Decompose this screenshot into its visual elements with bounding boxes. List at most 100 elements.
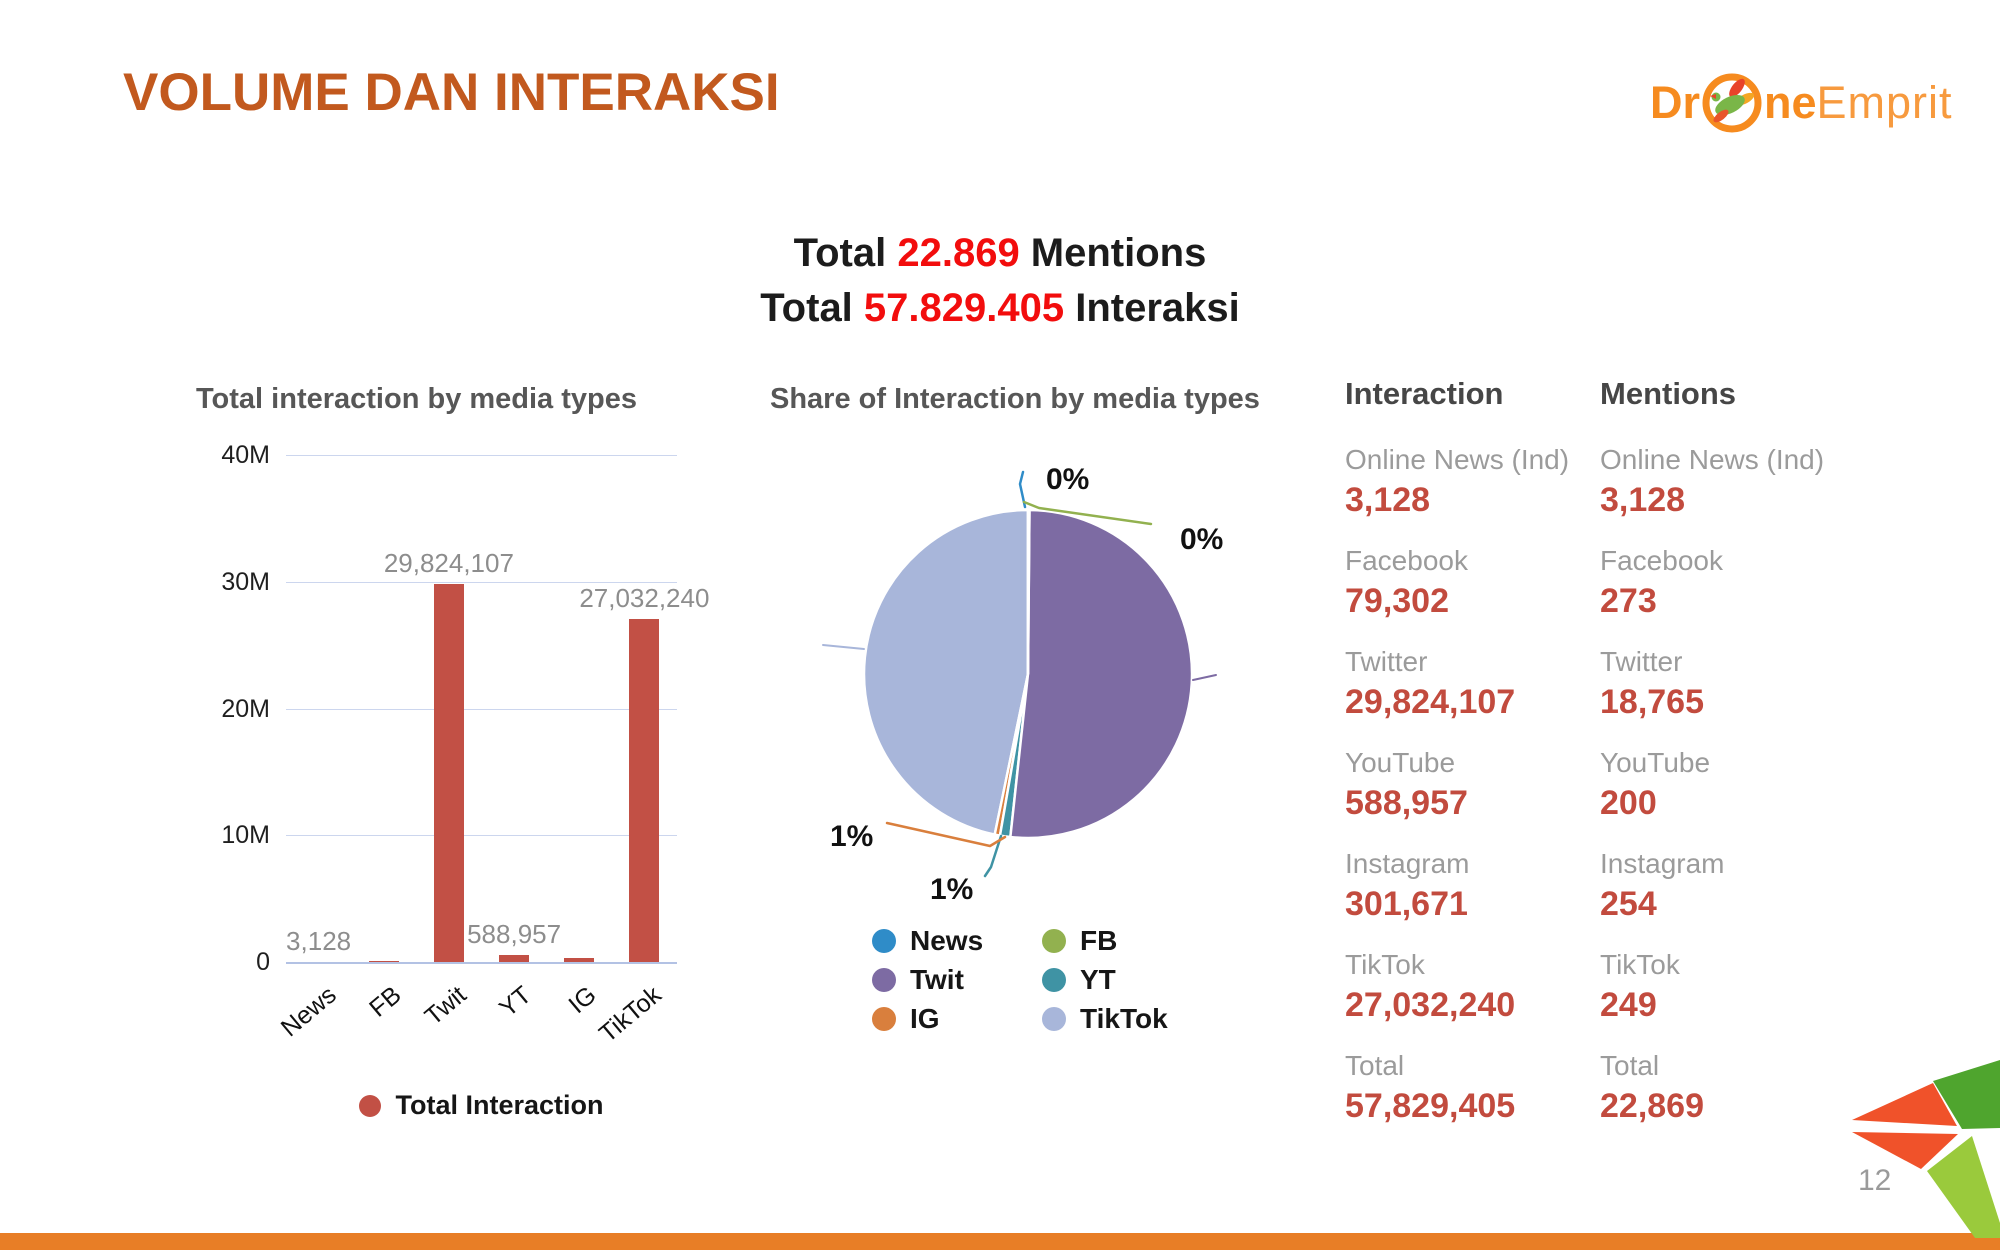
pie-pct-label-yt: 1% bbox=[930, 873, 974, 906]
pie-legend-item-FB: FB bbox=[1042, 925, 1168, 957]
page-number: 12 bbox=[1858, 1164, 1892, 1197]
bar-chart: Total interaction by media types Total I… bbox=[150, 375, 730, 1185]
summary-mentions-value: 22.869 bbox=[897, 231, 1020, 275]
gridline bbox=[286, 708, 677, 710]
leader-line-yt bbox=[983, 834, 1003, 878]
stat-label: YouTube bbox=[1345, 747, 1456, 778]
stat-value: 79,302 bbox=[1345, 582, 1449, 620]
stat-row: Twitter 18,765 bbox=[1600, 644, 1860, 724]
legend-marker bbox=[1042, 1007, 1066, 1031]
bar-chart-legend: Total Interaction bbox=[286, 1090, 677, 1121]
bar-IG bbox=[564, 958, 595, 962]
legend-marker bbox=[1042, 968, 1066, 992]
leader-line-ig bbox=[885, 821, 1007, 848]
y-axis-tick-label: 40M bbox=[221, 441, 270, 469]
logo-text-prefix: Dr bbox=[1650, 77, 1701, 128]
stat-row: Facebook 273 bbox=[1600, 543, 1860, 623]
pie-legend-label: TikTok bbox=[1080, 1003, 1168, 1034]
stat-value: 57,829,405 bbox=[1345, 1087, 1516, 1125]
pie-legend-item-Twit: Twit bbox=[872, 964, 1042, 996]
pie-legend-item-News: News bbox=[872, 925, 1042, 957]
stat-row: Total 57,829,405 bbox=[1345, 1048, 1605, 1128]
stat-row: YouTube 200 bbox=[1600, 745, 1860, 825]
bar-value-label: 27,032,240 bbox=[579, 583, 710, 614]
bar-value-label: 3,128 bbox=[286, 926, 352, 956]
summary-line-interaksi: Total 57.829.405 Interaksi bbox=[500, 281, 1500, 336]
bar-value-label: 588,957 bbox=[467, 918, 562, 949]
legend-marker bbox=[872, 968, 896, 992]
legend-marker bbox=[1042, 929, 1066, 953]
stat-value: 273 bbox=[1600, 582, 1657, 620]
stat-value: 3,128 bbox=[1600, 481, 1686, 519]
gridline bbox=[286, 835, 677, 837]
stat-label: Twitter bbox=[1345, 646, 1428, 677]
stat-row: Online News (Ind) 3,128 bbox=[1345, 442, 1605, 522]
stat-label: Total bbox=[1600, 1050, 1660, 1081]
stat-label: TikTok bbox=[1345, 949, 1425, 980]
stat-row: Total 22,869 bbox=[1600, 1048, 1860, 1128]
bar-legend-label: Total Interaction bbox=[395, 1090, 604, 1120]
stat-label: Instagram bbox=[1600, 848, 1725, 879]
bird-tail bbox=[1713, 109, 1729, 123]
pie-legend-label: FB bbox=[1080, 925, 1118, 956]
bar-value-label: 29,824,107 bbox=[383, 548, 514, 578]
pie-chart: Share of Interaction by media types 0% 0… bbox=[760, 375, 1330, 1095]
stat-row: TikTok 249 bbox=[1600, 947, 1860, 1027]
stat-value: 249 bbox=[1600, 986, 1657, 1024]
leader-line-news bbox=[1018, 470, 1027, 509]
stat-label: Online News (Ind) bbox=[1345, 444, 1570, 475]
legend-marker bbox=[872, 1007, 896, 1031]
pie-legend-item-YT: YT bbox=[1042, 964, 1168, 996]
stat-label: YouTube bbox=[1600, 747, 1711, 778]
bird-beak bbox=[1710, 94, 1717, 99]
pie-legend-label: News bbox=[910, 925, 984, 956]
pie-legend-item-IG: IG bbox=[872, 1003, 1042, 1035]
bar-YT bbox=[499, 954, 530, 962]
y-axis-tick-label: 20M bbox=[221, 694, 270, 723]
legend-marker bbox=[359, 1094, 382, 1117]
interaction-header: Interaction bbox=[1345, 376, 1504, 411]
stat-label: Total bbox=[1345, 1050, 1405, 1081]
summary-prefix: Total bbox=[760, 286, 864, 330]
stat-value: 18,765 bbox=[1600, 683, 1704, 721]
summary-suffix: Interaksi bbox=[1064, 286, 1240, 330]
stat-label: TikTok bbox=[1600, 949, 1680, 980]
stat-label: Facebook bbox=[1345, 545, 1468, 576]
mentions-column: Mentions Online News (Ind) 3,128 Facebook 2… bbox=[1600, 376, 1860, 1149]
gridline bbox=[286, 962, 677, 964]
y-axis-tick-label: 0 bbox=[256, 948, 270, 976]
leader-line-tiktok bbox=[822, 644, 865, 650]
bird-body bbox=[1715, 94, 1745, 116]
summary-totals: Total 22.869 Mentions Total 57.829.405 I… bbox=[500, 226, 1500, 336]
y-axis-tick-label: 10M bbox=[221, 821, 270, 850]
bar-FB bbox=[368, 961, 399, 962]
logo-text-mid: ne bbox=[1764, 77, 1817, 128]
stat-value: 301,671 bbox=[1345, 885, 1468, 923]
stat-row: Twitter 29,824,107 bbox=[1345, 644, 1605, 724]
y-axis-tick-label: 30M bbox=[221, 567, 270, 596]
stat-value: 254 bbox=[1600, 885, 1657, 923]
pie-chart-title: Share of Interaction by media types bbox=[770, 383, 1260, 415]
interaction-rows: Online News (Ind) 3,128 Facebook 79,302 Twit… bbox=[1345, 442, 1605, 1128]
summary-line-mentions: Total 22.869 Mentions bbox=[500, 226, 1500, 281]
pie-pct-label-news: 0% bbox=[1046, 463, 1090, 496]
summary-suffix: Mentions bbox=[1019, 231, 1207, 275]
droneemprit-logo: Dr ne Emprit bbox=[1650, 72, 1953, 134]
pie-pct-label-ig: 1% bbox=[830, 820, 874, 853]
stat-label: Facebook bbox=[1600, 545, 1723, 576]
pie-slice-TikTok bbox=[862, 508, 1030, 836]
stat-label: Online News (Ind) bbox=[1600, 444, 1825, 475]
leader-line-fb bbox=[1022, 500, 1153, 526]
stat-value: 29,824,107 bbox=[1345, 683, 1516, 721]
page-title: VOLUME DAN INTERAKSI bbox=[123, 63, 780, 122]
pinwheel-decoration bbox=[1852, 1060, 2000, 1238]
interaction-column: Interaction Online News (Ind) 3,128 Facebo… bbox=[1345, 376, 1605, 1149]
pinwheel-light-green-piece bbox=[1927, 1136, 2000, 1238]
stat-row: Instagram 254 bbox=[1600, 846, 1860, 926]
summary-prefix: Total bbox=[793, 231, 898, 275]
stat-row: TikTok 27,032,240 bbox=[1345, 947, 1605, 1027]
bottom-accent-bar bbox=[0, 1233, 2000, 1250]
legend-marker bbox=[872, 929, 896, 953]
pie-pct-label-fb: 0% bbox=[1180, 523, 1224, 556]
